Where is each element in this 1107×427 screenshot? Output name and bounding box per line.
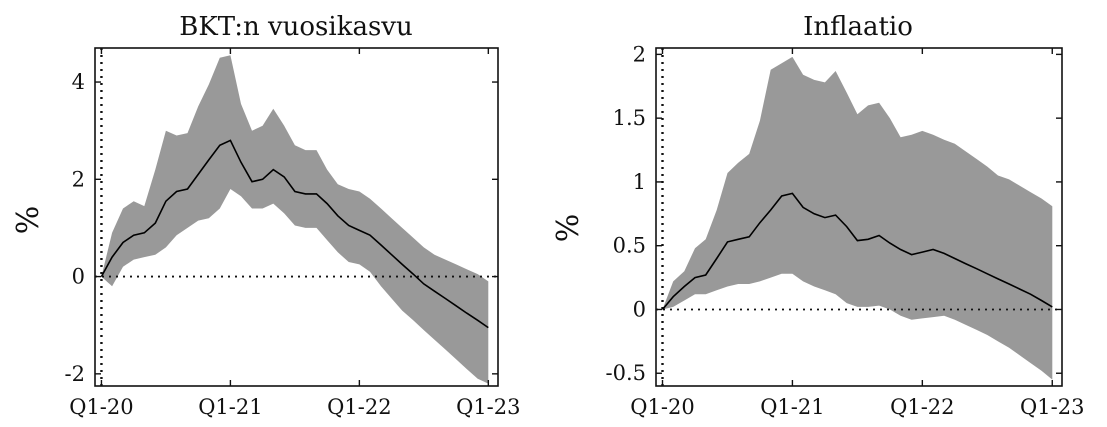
gdp-median-line [100,139,489,329]
gdp-x-tick-label: Q1-22 [327,395,391,419]
inflation-confidence-band [662,56,1053,380]
gdp-y-tick-label: 0 [72,265,85,289]
gdp-x-tick-label: Q1-21 [198,395,262,419]
gdp-y-axis-label: % [11,206,46,235]
inflation-y-axis-label: % [551,214,586,243]
inflation-x-tick-label: Q1-22 [890,395,954,419]
gdp-chart-title: BKT:n vuosikasvu [179,12,413,42]
inflation-x-tick-label: Q1-20 [630,395,694,419]
inflation-chart-title: Inflaatio [803,12,913,42]
inflation-x-tick-label: Q1-23 [1020,395,1084,419]
inflation-y-tick-label: 0 [633,297,646,321]
gdp-axes-frame [94,47,499,387]
inflation-median-line [661,192,1053,311]
gdp-y-tick-label: 4 [72,70,85,94]
gdp-growth-panel: BKT:n vuosikasvu % -2 0 2 4 Q1-20 Q1-21 Q1-22 Q… [11,12,521,419]
inflation-axes-frame [655,47,1063,387]
inflation-y-tick-label: 1.5 [613,106,646,130]
inflation-y-tick-label: -0.5 [606,361,647,385]
inflation-x-tick-label: Q1-21 [760,395,824,419]
inflation-y-tick-label: 2 [633,42,646,66]
gdp-x-tick-label: Q1-20 [69,395,133,419]
gdp-confidence-band [101,55,489,384]
inflation-plot-area: -0.5 0 0.5 1 1.5 2 Q1-20 Q1-21 Q1-22 Q1-23 [606,42,1085,419]
inflation-y-tick-label: 0.5 [613,234,646,258]
gdp-y-tick-label: -2 [65,362,85,386]
gdp-y-tick-label: 2 [72,167,85,191]
inflation-panel: Inflaatio % -0.5 0 0.5 1 1.5 2 Q1-20 Q1-21 Q1-22… [551,12,1084,419]
gdp-x-tick-label: Q1-23 [456,395,520,419]
inflation-y-tick-label: 1 [633,170,646,194]
gdp-plot-area: -2 0 2 4 Q1-20 Q1-21 Q1-22 Q1-23 [65,47,521,419]
